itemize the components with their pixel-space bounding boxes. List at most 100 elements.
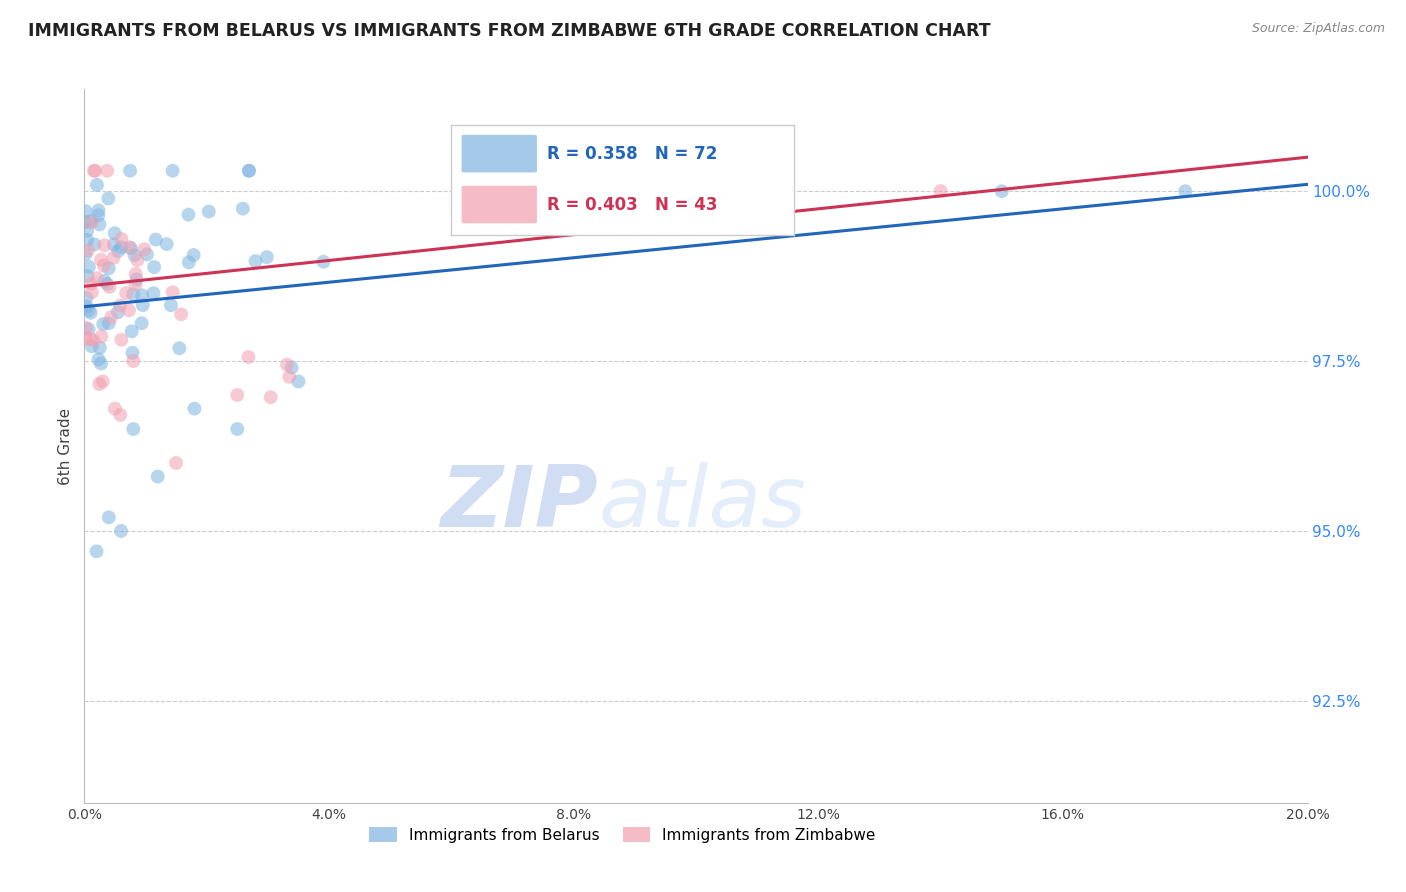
Point xyxy=(87,208,110,222)
Point xyxy=(312,254,335,268)
Point xyxy=(256,250,278,264)
Point xyxy=(80,216,103,230)
Point xyxy=(136,247,159,261)
Point xyxy=(110,408,132,422)
Point xyxy=(91,375,114,389)
Point xyxy=(79,306,101,320)
Point xyxy=(108,299,131,313)
Point xyxy=(76,269,98,284)
Point xyxy=(93,259,115,273)
Point xyxy=(87,203,110,218)
Point xyxy=(245,254,267,268)
Point xyxy=(97,316,120,330)
Point xyxy=(929,184,952,198)
Point xyxy=(89,377,111,392)
Point xyxy=(96,277,118,291)
Point xyxy=(238,163,260,178)
Point xyxy=(118,303,141,318)
Point xyxy=(75,331,97,345)
Point xyxy=(165,456,187,470)
Point xyxy=(75,215,97,229)
Point xyxy=(125,267,148,281)
Point xyxy=(96,163,118,178)
Point xyxy=(107,244,129,258)
Point xyxy=(75,320,97,334)
Point xyxy=(83,163,105,178)
Point xyxy=(131,288,153,302)
Text: atlas: atlas xyxy=(598,461,806,545)
Point xyxy=(75,247,97,261)
Point xyxy=(122,422,145,436)
Point xyxy=(93,274,115,288)
Point xyxy=(90,329,112,343)
Point xyxy=(278,369,301,384)
Point xyxy=(162,285,184,300)
Point xyxy=(145,233,167,247)
Point xyxy=(260,390,283,404)
Text: ZIP: ZIP xyxy=(440,461,598,545)
Point xyxy=(104,401,127,416)
Point xyxy=(280,360,302,375)
Point xyxy=(93,238,115,252)
Point xyxy=(103,237,125,252)
Text: Source: ZipAtlas.com: Source: ZipAtlas.com xyxy=(1251,22,1385,36)
Point xyxy=(104,226,127,240)
Point xyxy=(103,251,125,265)
Point xyxy=(170,307,193,321)
Point xyxy=(177,255,200,269)
Point xyxy=(100,310,122,325)
Point xyxy=(80,214,103,228)
Point xyxy=(287,375,309,389)
Point xyxy=(134,242,156,256)
Point xyxy=(183,401,205,416)
Point xyxy=(76,224,98,238)
Point xyxy=(76,233,98,247)
Point xyxy=(89,341,111,355)
Point xyxy=(177,208,200,222)
Point xyxy=(91,317,114,331)
Point xyxy=(125,272,148,286)
Point xyxy=(87,352,110,367)
Point xyxy=(79,332,101,346)
Point xyxy=(83,334,105,348)
Point xyxy=(75,291,97,305)
Point xyxy=(86,544,108,558)
Point xyxy=(127,253,149,268)
Point xyxy=(238,350,260,364)
Point xyxy=(146,469,169,483)
Point xyxy=(77,244,100,258)
Point xyxy=(121,346,143,360)
Legend: Immigrants from Belarus, Immigrants from Zimbabwe: Immigrants from Belarus, Immigrants from… xyxy=(363,821,882,848)
Point xyxy=(124,248,146,262)
Point xyxy=(142,286,165,301)
Text: IMMIGRANTS FROM BELARUS VS IMMIGRANTS FROM ZIMBABWE 6TH GRADE CORRELATION CHART: IMMIGRANTS FROM BELARUS VS IMMIGRANTS FR… xyxy=(28,22,991,40)
Point xyxy=(75,204,97,219)
Point xyxy=(131,316,153,330)
Point xyxy=(276,358,298,372)
Point xyxy=(107,305,129,319)
Point xyxy=(122,287,145,301)
Point xyxy=(226,388,249,402)
Point xyxy=(156,237,179,252)
Point xyxy=(197,204,219,219)
Point xyxy=(120,241,142,255)
Point xyxy=(89,218,111,232)
Point xyxy=(80,285,103,300)
Point xyxy=(124,277,146,292)
Point xyxy=(110,524,132,538)
Point xyxy=(86,271,108,285)
Point xyxy=(143,260,166,274)
Point xyxy=(90,252,112,267)
Point xyxy=(115,286,138,301)
Point xyxy=(132,298,155,312)
Point xyxy=(90,356,112,370)
Point xyxy=(80,277,103,291)
Point xyxy=(77,303,100,318)
Point xyxy=(77,260,100,274)
Point xyxy=(121,324,143,338)
Point xyxy=(83,237,105,252)
Point xyxy=(238,163,260,178)
Point xyxy=(77,322,100,336)
Point xyxy=(97,191,120,205)
Point xyxy=(1174,184,1197,198)
